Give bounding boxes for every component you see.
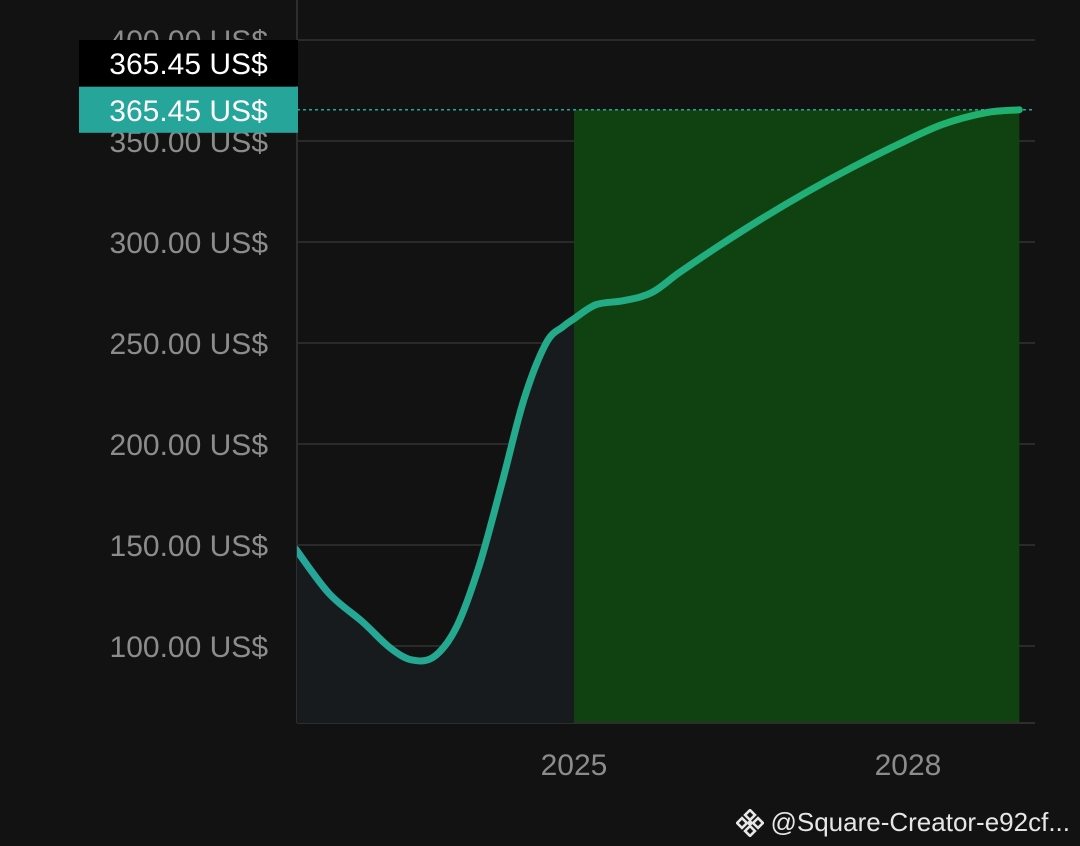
forecast-region-rect (574, 109, 1020, 723)
forecast-region (574, 109, 1020, 723)
price-tag-dark (79, 40, 298, 86)
binance-logo-icon (736, 808, 765, 837)
y-tick-label-4: 300.00 US$ (110, 227, 269, 260)
y-tick-label-3: 250.00 US$ (110, 328, 269, 361)
price-tag-accent (79, 86, 298, 133)
watermark-text: @Square-Creator-e92cf... (770, 807, 1070, 837)
y-tick-label-0: 100.00 US$ (110, 631, 269, 664)
y-tick-label-1: 150.00 US$ (110, 530, 269, 563)
y-tick-label-2: 200.00 US$ (110, 429, 269, 462)
price-tag-dark-text: 365.45 US$ (109, 48, 268, 81)
series-line (297, 106, 1023, 665)
price-tag-accent-text: 365.45 US$ (109, 95, 268, 128)
watermark: @Square-Creator-e92cf... (736, 807, 1070, 838)
series (297, 106, 1023, 723)
x-tick-labels: 2025 2028 (541, 749, 942, 782)
current-price-tags: 365.45 US$ 365.45 US$ (79, 40, 1035, 133)
x-tick-label-1: 2028 (875, 749, 942, 782)
history-area (297, 318, 574, 723)
x-tick-label-0: 2025 (541, 749, 608, 782)
